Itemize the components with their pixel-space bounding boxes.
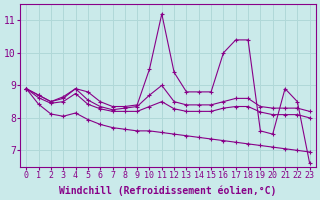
X-axis label: Windchill (Refroidissement éolien,°C): Windchill (Refroidissement éolien,°C) — [59, 185, 277, 196]
